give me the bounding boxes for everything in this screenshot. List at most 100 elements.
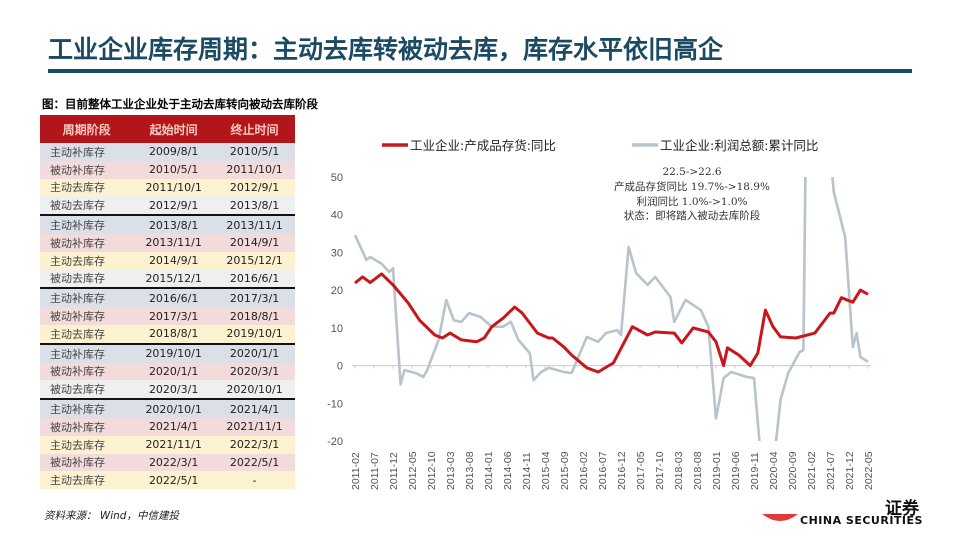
end-cell: 2013/11/1 <box>214 215 295 234</box>
stage-cell: 主动去库存 <box>40 435 134 454</box>
x-tick-label: 2021-07 <box>825 451 837 490</box>
y-tick-label: 0 <box>337 361 343 373</box>
start-cell: 2010/5/1 <box>133 160 215 179</box>
start-cell: 2013/8/1 <box>133 215 215 234</box>
end-cell: 2012/9/1 <box>214 178 295 197</box>
legend-label: 工业企业:产成品存货:同比 <box>410 138 556 153</box>
x-tick-label: 2017-10 <box>654 451 666 490</box>
x-tick-label: 2015-04 <box>540 451 552 490</box>
table-row: 主动补库存 2013/8/1 2013/11/1 <box>40 215 295 234</box>
table-row: 被动补库存 2013/11/1 2014/9/1 <box>40 233 295 252</box>
stage-cell: 主动补库存 <box>40 143 134 161</box>
stage-cell: 主动补库存 <box>40 288 134 308</box>
start-cell: 2020/10/1 <box>133 399 215 418</box>
start-cell: 2020/1/1 <box>133 362 215 381</box>
end-cell: 2018/8/1 <box>214 307 295 325</box>
stage-cell: 主动补库存 <box>40 399 134 418</box>
y-tick-label: -20 <box>327 436 343 448</box>
header-start: 起始时间 <box>133 115 215 143</box>
figure-caption: 图：目前整体工业企业处于主动去库转向被动去库阶段 <box>42 97 318 111</box>
start-cell: 2020/3/1 <box>133 380 215 401</box>
end-cell: - <box>214 471 295 490</box>
stage-cell: 被动补库存 <box>40 417 134 436</box>
y-tick-label: 10 <box>331 323 343 335</box>
x-tick-label: 2017-05 <box>635 451 647 490</box>
end-cell: 2017/3/1 <box>214 288 295 308</box>
chart-annotation-line: 状态：即将踏入被动去库阶段 <box>624 209 761 222</box>
start-cell: 2011/10/1 <box>133 178 215 197</box>
stage-cell: 主动去库存 <box>40 251 134 270</box>
china-securities-logo-icon <box>762 514 798 521</box>
x-tick-label: 2013-08 <box>464 451 476 490</box>
page-title: 工业企业库存周期：主动去库转被动去库，库存水平依旧高企 <box>48 35 724 64</box>
stage-cell: 主动去库存 <box>40 178 134 197</box>
table-row: 被动补库存 2010/5/1 2011/10/1 <box>40 160 295 179</box>
x-tick-label: 2019-11 <box>749 452 761 490</box>
end-cell: 2010/5/1 <box>214 143 295 161</box>
stage-cell: 被动补库存 <box>40 453 134 472</box>
title-divider <box>48 69 912 73</box>
table-row: 主动去库存 2011/10/1 2012/9/1 <box>40 178 295 197</box>
table-row: 被动补库存 2021/4/1 2021/11/1 <box>40 417 295 436</box>
x-tick-label: 2013-03 <box>445 451 457 490</box>
table-row: 主动去库存 2021/11/1 2022/3/1 <box>40 435 295 454</box>
table-row: 被动补库存 2017/3/1 2018/8/1 <box>40 307 295 325</box>
start-cell: 2012/9/1 <box>133 196 215 217</box>
x-tick-label: 2016-02 <box>578 451 590 490</box>
series-line-profit <box>353 177 869 441</box>
end-cell: 2022/3/1 <box>214 435 295 454</box>
stage-cell: 被动补库存 <box>40 307 134 325</box>
table-row: 被动补库存 2020/1/1 2020/3/1 <box>40 362 295 381</box>
x-tick-label: 2014-01 <box>483 451 495 490</box>
stage-cell: 被动去库存 <box>40 380 134 401</box>
header-end: 终止时间 <box>214 115 295 143</box>
stage-cell: 被动去库存 <box>40 269 134 290</box>
x-tick-label: 2014-11 <box>521 452 533 490</box>
stage-cell: 被动去库存 <box>40 196 134 217</box>
end-cell: 2020/3/1 <box>214 362 295 381</box>
end-cell: 2021/4/1 <box>214 399 295 418</box>
chart-annotation-line: 利润同比 1.0%->1.0% <box>636 195 747 208</box>
x-tick-label: 2011-07 <box>369 452 381 490</box>
start-cell: 2017/3/1 <box>133 307 215 325</box>
end-cell: 2019/10/1 <box>214 324 295 345</box>
y-tick-label: 30 <box>331 247 343 259</box>
start-cell: 2022/5/1 <box>133 471 215 490</box>
y-tick-label: 20 <box>331 285 343 297</box>
x-tick-label: 2019-01 <box>711 451 723 490</box>
chart-annotation-line: 产成品存货同比 19.7%->18.9% <box>614 180 770 193</box>
table-row: 主动补库存 2009/8/1 2010/5/1 <box>40 143 295 161</box>
start-cell: 2009/8/1 <box>133 143 215 161</box>
stage-cell: 被动补库存 <box>40 362 134 381</box>
x-tick-label: 2016-12 <box>616 451 628 490</box>
table-row: 主动补库存 2019/10/1 2020/1/1 <box>40 343 295 363</box>
table-row: 主动去库存 2018/8/1 2019/10/1 <box>40 324 295 345</box>
logo-text-en: CHINA SECURITIES <box>800 514 923 527</box>
x-tick-label: 2022-05 <box>863 451 875 490</box>
source-note: 资料来源： Wind，中信建投 <box>44 510 179 522</box>
table-row: 主动补库存 2016/6/1 2017/3/1 <box>40 288 295 308</box>
x-tick-label: 2020-04 <box>768 451 780 490</box>
x-tick-label: 2018-08 <box>692 451 704 490</box>
x-tick-label: 2018-03 <box>673 451 685 490</box>
end-cell: 2020/1/1 <box>214 343 295 363</box>
start-cell: 2018/8/1 <box>133 324 215 345</box>
table-row: 被动去库存 2020/3/1 2020/10/1 <box>40 380 295 401</box>
start-cell: 2014/9/1 <box>133 251 215 270</box>
x-tick-label: 2015-09 <box>559 451 571 490</box>
inventory-cycle-table: 周期阶段 起始时间 终止时间 主动补库存 2009/8/1 2010/5/1 被动补库… <box>40 115 295 490</box>
end-cell: 2013/8/1 <box>214 196 295 217</box>
x-tick-label: 2011-02 <box>350 452 362 490</box>
end-cell: 2021/11/1 <box>214 417 295 436</box>
stage-cell: 主动去库存 <box>40 324 134 345</box>
start-cell: 2019/10/1 <box>133 343 215 363</box>
x-tick-label: 2019-06 <box>730 451 742 490</box>
x-tick-label: 2020-09 <box>787 451 799 490</box>
x-tick-label: 2016-07 <box>597 451 609 490</box>
end-cell: 2014/9/1 <box>214 233 295 252</box>
series-line-inventory <box>354 272 869 374</box>
table-row: 被动去库存 2015/12/1 2016/6/1 <box>40 269 295 290</box>
start-cell: 2013/11/1 <box>133 233 215 252</box>
y-tick-label: -10 <box>327 398 343 410</box>
table-row: 主动去库存 2022/5/1- <box>40 471 295 490</box>
